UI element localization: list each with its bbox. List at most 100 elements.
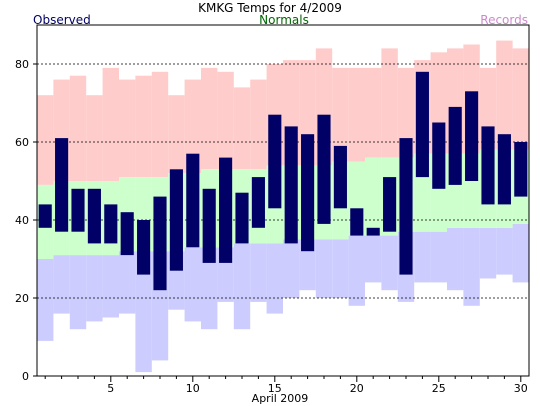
observed-bar: [169, 169, 183, 271]
legend-records: Records: [480, 13, 528, 27]
observed-bar: [366, 227, 380, 236]
x-tick-label: 10: [186, 382, 200, 395]
record-high-bar: [233, 87, 251, 170]
record-high-bar: [201, 67, 218, 170]
record-low-bar: [381, 235, 398, 291]
record-low-bar: [283, 239, 300, 298]
record-low-bar: [86, 255, 103, 322]
record-low-bar: [233, 243, 251, 330]
observed-bar: [317, 114, 331, 224]
observed-bar: [268, 114, 282, 209]
record-high-bar: [86, 95, 103, 181]
record-low-bar: [266, 243, 283, 314]
record-high-bar: [332, 67, 349, 162]
normal-bar: [365, 157, 382, 236]
record-low-bar: [135, 251, 152, 373]
record-low-bar: [447, 227, 464, 291]
legend-observed: Observed: [33, 13, 91, 27]
x-tick-label: 25: [432, 382, 446, 395]
record-high-bar: [102, 67, 119, 181]
y-tick-label: 60: [15, 136, 29, 149]
record-high-bar: [397, 67, 415, 158]
observed-bar: [219, 157, 233, 263]
record-high-bar: [217, 71, 234, 170]
observed-bar: [301, 134, 315, 252]
record-high-bar: [496, 40, 513, 150]
observed-bar: [153, 196, 167, 291]
record-high-bar: [168, 95, 185, 174]
y-tick-label: 80: [15, 58, 29, 71]
record-high-bar: [184, 79, 201, 174]
grid-lines: [37, 63, 529, 299]
observed-bar: [333, 145, 347, 209]
record-low-bar: [512, 223, 529, 283]
observed-bar: [38, 204, 52, 228]
record-high-bar: [381, 48, 398, 158]
observed-bar: [514, 142, 528, 197]
record-low-bar: [463, 227, 480, 306]
plot-frame: [36, 24, 530, 377]
observed-bar: [104, 204, 118, 244]
record-high-bar: [69, 75, 87, 181]
y-tick-label: 0: [22, 370, 29, 383]
record-low-bar: [332, 239, 349, 298]
observed-bar: [284, 126, 298, 244]
observed-bar: [399, 138, 413, 275]
x-tick-label: 20: [350, 382, 364, 395]
record-low-bar: [365, 235, 382, 283]
observed-bar: [481, 126, 495, 205]
observed-bar: [71, 188, 85, 232]
record-low-bar: [414, 231, 431, 283]
record-low-bar: [430, 231, 447, 283]
record-low-bar: [250, 243, 267, 302]
observed-bar: [137, 220, 151, 275]
record-low-bar: [119, 251, 136, 314]
record-low-bar: [201, 247, 218, 330]
observed-bar: [350, 208, 364, 236]
x-tick-label: 30: [514, 382, 528, 395]
observed-bar: [448, 106, 462, 185]
record-high-bar: [250, 79, 267, 170]
observed-bar: [235, 192, 249, 244]
record-high-bar: [37, 95, 54, 185]
record-low-bar: [479, 227, 497, 279]
record-high-bar: [151, 71, 169, 178]
y-axis: 0 20 40 60 80: [15, 58, 37, 383]
observed-bar: [55, 138, 69, 232]
record-high-bar: [348, 67, 365, 162]
record-high-bar: [512, 48, 529, 150]
axes-frame: [36, 24, 530, 377]
record-low-bar: [315, 239, 333, 298]
x-axis-label: April 2009: [252, 392, 309, 405]
record-low-bar: [299, 239, 316, 291]
record-bars: [37, 40, 529, 373]
observed-bar: [465, 91, 479, 181]
x-axis: 5 10 15 20 25 30: [44, 376, 528, 395]
observed-bar: [251, 177, 265, 228]
record-low-bar: [184, 247, 201, 322]
observed-bars: [38, 71, 528, 291]
record-high-bar: [365, 67, 382, 158]
observed-bar: [432, 122, 446, 189]
record-low-bar: [37, 259, 54, 341]
record-high-bar: [119, 79, 136, 178]
observed-bar: [120, 212, 134, 256]
record-low-bar: [496, 227, 513, 275]
x-tick-label: 5: [107, 382, 114, 395]
x-tick-label: 15: [268, 382, 282, 395]
y-tick-label: 40: [15, 214, 29, 227]
record-low-bar: [102, 255, 119, 318]
observed-bar: [415, 71, 429, 178]
chart-title: KMKG Temps for 4/2009: [198, 1, 342, 15]
observed-bar: [383, 177, 397, 232]
observed-bar: [87, 188, 101, 244]
record-high-bar: [135, 75, 152, 178]
legend-normals: Normals: [259, 13, 309, 27]
y-tick-label: 20: [15, 292, 29, 305]
record-low-bar: [348, 235, 365, 306]
record-low-bar: [69, 255, 87, 330]
observed-bar: [497, 134, 511, 205]
observed-bar: [186, 153, 200, 248]
observed-bar: [202, 188, 216, 263]
